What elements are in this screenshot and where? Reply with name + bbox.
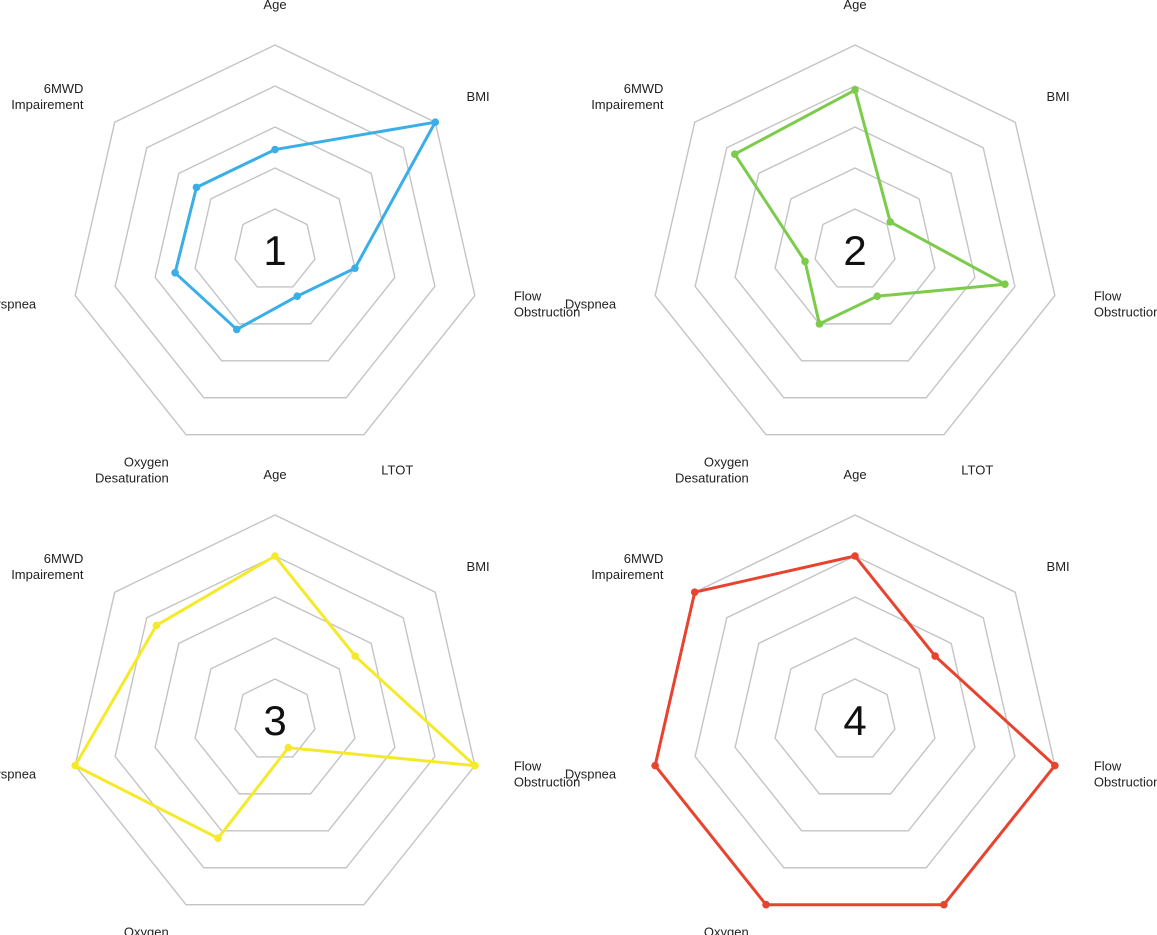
data-point <box>351 264 359 273</box>
data-point <box>931 652 939 660</box>
data-point <box>801 257 809 266</box>
axis-label: BMI <box>1047 89 1070 104</box>
grid-ring <box>814 208 896 288</box>
axis-label: 6MWD Impairement <box>591 551 664 582</box>
axis-label: Flow Obstruction <box>514 289 580 320</box>
axis-label: Age <box>263 0 286 12</box>
grid-ring <box>734 126 976 362</box>
data-point <box>730 150 739 158</box>
axis-label: Age <box>843 467 866 482</box>
cluster-number: 1 <box>263 227 286 274</box>
radar-chart-2: Age BMI Flow Obstruction LTOT Oxygen Desaturat… <box>565 0 1157 486</box>
axis-label: LTOT <box>961 463 993 478</box>
data-point <box>873 292 882 300</box>
data-point <box>651 761 659 770</box>
data-point <box>232 325 241 334</box>
data-point <box>152 621 161 630</box>
data-point <box>271 552 279 560</box>
grid-ring <box>74 514 476 906</box>
axis-label: Dyspnea <box>565 297 617 312</box>
data-point <box>351 652 359 660</box>
data-point <box>940 900 948 909</box>
data-point <box>851 86 859 94</box>
data-point <box>271 145 279 154</box>
series-line <box>173 120 437 331</box>
grid-ring <box>114 555 436 869</box>
grid-ring <box>694 85 1016 399</box>
data-point <box>851 552 859 560</box>
data-point <box>171 269 179 277</box>
axis-label: Age <box>843 0 866 12</box>
data-point <box>762 900 770 909</box>
axis-label: LTOT <box>961 933 993 935</box>
grid-ring <box>774 637 936 795</box>
radar-chart-1: Age BMI Flow Obstruction LTOT Oxygen Desaturat… <box>0 0 580 486</box>
grid-ring <box>194 637 356 795</box>
axis-label: Flow Obstruction <box>1094 759 1157 790</box>
series-line <box>733 88 1007 326</box>
data-point <box>690 588 699 596</box>
axis-label: LTOT <box>381 933 413 935</box>
data-point <box>431 118 440 126</box>
axis-label: Flow Obstruction <box>514 759 580 790</box>
cluster-number: 2 <box>843 227 866 274</box>
data-point <box>293 292 302 300</box>
series-line <box>73 554 477 840</box>
grid-ring <box>194 167 356 325</box>
grid-ring <box>654 44 1056 436</box>
axis-label: Dyspnea <box>565 767 617 782</box>
axis-label: 6MWD Impairement <box>11 81 84 112</box>
grid-ring <box>814 678 896 758</box>
axis-label: BMI <box>1047 559 1070 574</box>
axis-label: Flow Obstruction <box>1094 289 1157 320</box>
grid-ring <box>154 126 396 362</box>
axis-label: BMI <box>467 89 490 104</box>
data-point <box>815 320 824 328</box>
data-point <box>1051 761 1059 770</box>
cluster-number: 4 <box>843 697 866 744</box>
grid-ring <box>234 208 316 288</box>
data-point <box>471 761 479 770</box>
axis-label: 6MWD Impairement <box>591 81 664 112</box>
axis-label: Dyspnea <box>0 767 37 782</box>
data-point <box>214 834 222 843</box>
series-line <box>653 554 1057 907</box>
axis-label: Dyspnea <box>0 297 37 312</box>
grid-ring <box>774 167 936 325</box>
grid-ring <box>154 596 396 832</box>
axis-label: LTOT <box>381 463 413 478</box>
data-point <box>71 761 79 770</box>
axis-label: BMI <box>467 559 490 574</box>
data-point <box>284 743 293 752</box>
data-point <box>886 218 895 226</box>
grid-ring <box>734 596 976 832</box>
grid-ring <box>234 678 316 758</box>
data-point <box>192 183 201 192</box>
axis-label: 6MWD Impairement <box>11 551 84 582</box>
grid-ring <box>74 44 476 436</box>
cluster-number: 3 <box>263 697 286 744</box>
data-point <box>1001 280 1009 289</box>
axis-label: Age <box>263 467 286 482</box>
grid-ring <box>694 555 1016 869</box>
